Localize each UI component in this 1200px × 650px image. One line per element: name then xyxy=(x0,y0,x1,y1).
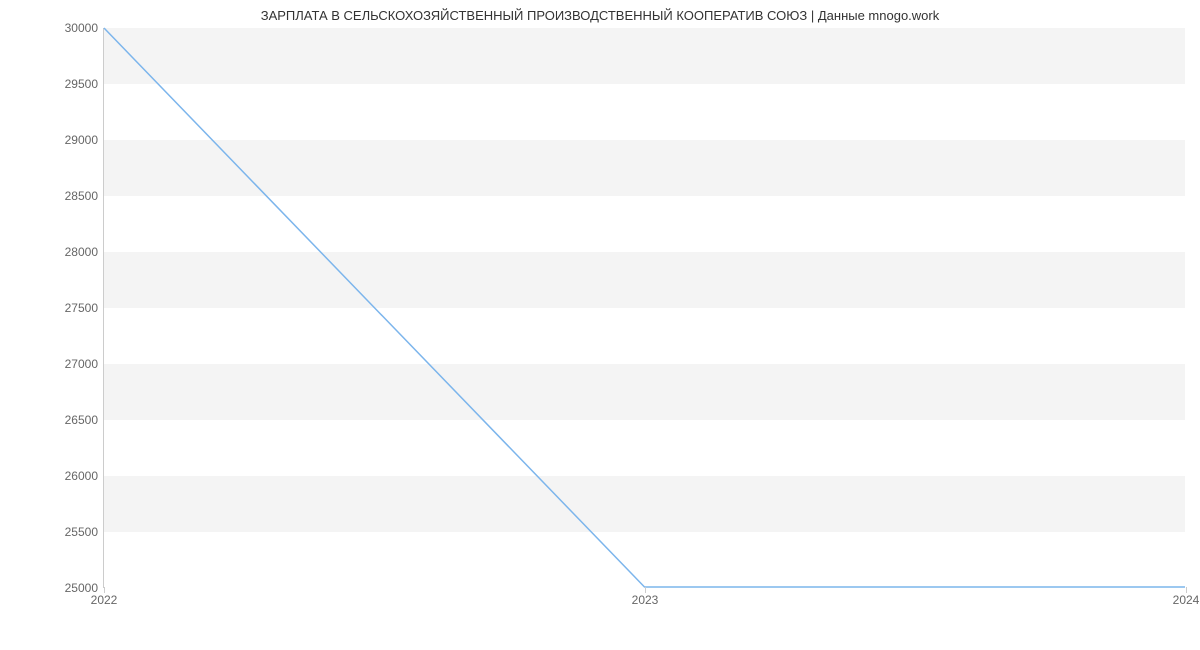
plot-area: 2500025500260002650027000275002800028500… xyxy=(103,28,1185,588)
y-tick-label: 28000 xyxy=(65,245,98,259)
y-tick-label: 25500 xyxy=(65,525,98,539)
chart-title: ЗАРПЛАТА В СЕЛЬСКОХОЗЯЙСТВЕННЫЙ ПРОИЗВОД… xyxy=(0,8,1200,23)
line-layer xyxy=(104,28,1185,587)
y-tick-label: 29500 xyxy=(65,77,98,91)
y-tick-label: 27000 xyxy=(65,357,98,371)
x-tick-label: 2022 xyxy=(91,593,118,607)
y-tick-label: 26500 xyxy=(65,413,98,427)
y-tick-label: 29000 xyxy=(65,133,98,147)
x-tick-label: 2024 xyxy=(1173,593,1200,607)
salary-chart: ЗАРПЛАТА В СЕЛЬСКОХОЗЯЙСТВЕННЫЙ ПРОИЗВОД… xyxy=(0,0,1200,650)
y-tick-label: 28500 xyxy=(65,189,98,203)
x-tick-label: 2023 xyxy=(632,593,659,607)
y-tick-label: 30000 xyxy=(65,21,98,35)
y-tick-label: 27500 xyxy=(65,301,98,315)
series-line-salary xyxy=(104,28,1185,587)
y-tick-label: 26000 xyxy=(65,469,98,483)
